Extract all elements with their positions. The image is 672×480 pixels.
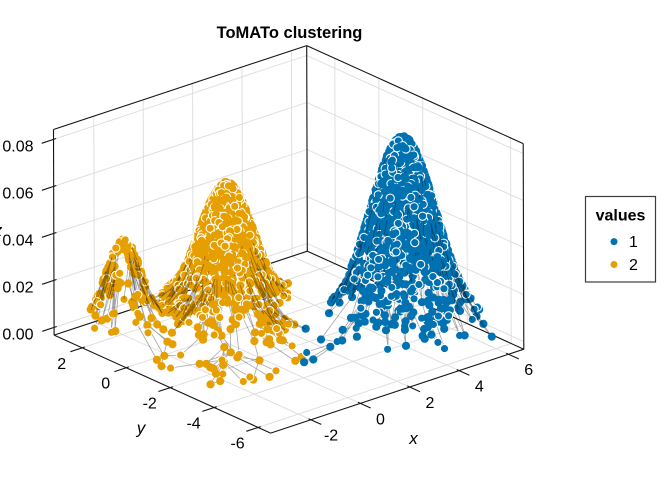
svg-text:0: 0 [101, 376, 110, 393]
svg-text:6: 6 [524, 362, 533, 379]
svg-text:y: y [136, 419, 147, 438]
svg-text:0.02: 0.02 [2, 279, 33, 296]
svg-text:2: 2 [629, 257, 638, 274]
svg-text:0.00: 0.00 [2, 326, 33, 343]
svg-text:-2: -2 [143, 396, 157, 413]
svg-text:z: z [0, 221, 3, 240]
svg-text:ToMATo clustering: ToMATo clustering [217, 24, 363, 42]
svg-text:4: 4 [475, 379, 484, 396]
svg-text:2: 2 [425, 395, 434, 412]
svg-text:0.08: 0.08 [2, 138, 33, 155]
svg-text:-2: -2 [324, 428, 338, 445]
svg-text:1: 1 [629, 234, 638, 251]
svg-text:0.04: 0.04 [2, 232, 33, 249]
svg-text:values: values [596, 208, 646, 225]
svg-text:0.06: 0.06 [2, 185, 33, 202]
svg-text:2: 2 [57, 356, 66, 373]
svg-text:x: x [408, 429, 418, 448]
svg-text:0: 0 [376, 411, 385, 428]
svg-text:-4: -4 [186, 416, 200, 433]
svg-text:-6: -6 [230, 435, 244, 452]
